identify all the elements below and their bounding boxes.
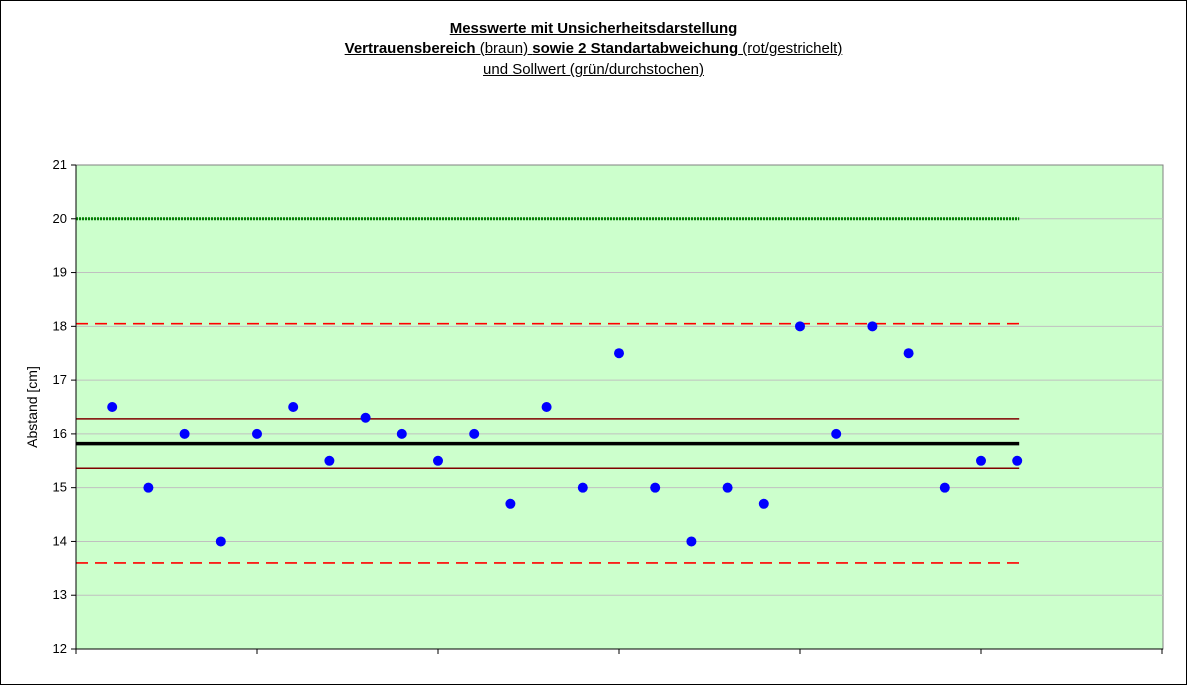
y-tick-label: 15 xyxy=(53,480,67,495)
plot-area xyxy=(75,164,1164,650)
data-point xyxy=(795,321,805,332)
data-point xyxy=(686,536,697,547)
data-point xyxy=(324,455,335,466)
chart-title-line-1: Messwerte mit Unsicherheitsdarstellung xyxy=(0,20,1187,38)
data-point xyxy=(976,455,986,466)
chart-title-stddev-color: (rot/gestrichelt) xyxy=(738,40,843,57)
data-point xyxy=(614,348,624,359)
data-point xyxy=(541,402,552,412)
data-point xyxy=(831,428,842,439)
chart-title-stddev: sowie 2 Standartabweichung xyxy=(532,40,739,57)
y-tick-label: 18 xyxy=(53,318,67,333)
data-points xyxy=(107,321,1023,547)
data-point xyxy=(360,412,371,423)
y-tick-label: 12 xyxy=(53,641,67,656)
data-point xyxy=(252,428,262,439)
y-tick-label: 16 xyxy=(53,426,67,441)
data-point xyxy=(722,482,733,493)
data-point xyxy=(650,482,661,493)
data-point xyxy=(433,455,443,466)
y-tick-label: 13 xyxy=(53,587,67,602)
y-tick-label: 17 xyxy=(53,372,67,387)
data-point xyxy=(469,428,480,439)
data-point xyxy=(577,482,588,493)
data-point xyxy=(505,498,516,509)
data-point xyxy=(1012,455,1023,466)
chart-title-line-3: und Sollwert (grün/durchstochen) xyxy=(0,61,1187,79)
chart-title-main: Messwerte mit Unsicherheitsdarstellung xyxy=(449,20,738,37)
y-tick-label: 20 xyxy=(53,211,67,226)
y-tick-label: 21 xyxy=(53,157,67,172)
reference-lines xyxy=(76,217,1020,564)
data-point xyxy=(903,348,914,359)
data-point xyxy=(288,402,299,412)
data-point xyxy=(107,402,118,412)
chart-title-confidence-color: (braun) xyxy=(475,40,533,57)
data-point xyxy=(143,482,154,493)
y-tick-label: 14 xyxy=(53,533,67,548)
data-point xyxy=(215,536,226,547)
data-point xyxy=(396,428,407,439)
chart-title-setpoint: und Sollwert (grün/durchstochen) xyxy=(483,61,704,78)
data-point xyxy=(179,428,190,439)
axes: 12 13 14 15 16 17 18 19 20 21 xyxy=(53,157,1163,656)
data-point xyxy=(939,482,950,493)
chart-title-line-2: Vertrauensbereich (braun) sowie 2 Standa… xyxy=(0,40,1187,58)
data-point xyxy=(758,498,769,509)
y-tick-label: 19 xyxy=(53,265,67,280)
y-axis-title: Abstand [cm] xyxy=(24,366,40,448)
chart-title-confidence: Vertrauensbereich xyxy=(344,40,476,57)
data-point xyxy=(867,321,878,332)
